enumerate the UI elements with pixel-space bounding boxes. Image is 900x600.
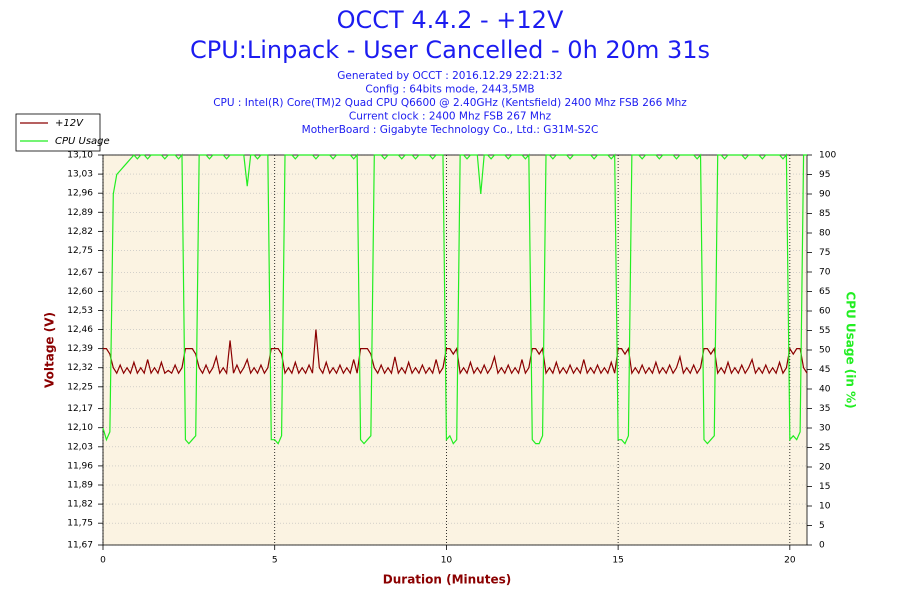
y-tick-label: 12,67 bbox=[67, 268, 93, 278]
y2-tick-label: 20 bbox=[819, 463, 831, 473]
y2-tick-label: 65 bbox=[819, 287, 830, 297]
series-line bbox=[103, 329, 808, 375]
info-line: Config : 64bits mode, 2443,5MB bbox=[365, 84, 534, 96]
y2-tick-label: 75 bbox=[819, 248, 830, 258]
y2-tick-label: 70 bbox=[819, 268, 831, 278]
y-tick-label: 12,17 bbox=[67, 404, 93, 414]
y-tick-label: 13,10 bbox=[67, 151, 93, 161]
y2-tick-label: 95 bbox=[819, 170, 830, 180]
y2-tick-label: 10 bbox=[819, 502, 831, 512]
y2-tick-label: 0 bbox=[819, 541, 825, 551]
y2-tick-label: 45 bbox=[819, 365, 830, 375]
y2-tick-label: 40 bbox=[819, 385, 831, 395]
series-line bbox=[102, 153, 807, 445]
y-tick-label: 12,53 bbox=[67, 306, 93, 316]
y2-tick-label: 5 bbox=[819, 521, 825, 531]
y2-tick-label: 30 bbox=[819, 424, 831, 434]
y-tick-label: 12,96 bbox=[67, 189, 93, 199]
y2-tick-label: 55 bbox=[819, 326, 830, 336]
info-line: Generated by OCCT : 2016.12.29 22:21:32 bbox=[337, 70, 562, 82]
y-tick-label: 11,96 bbox=[67, 461, 93, 471]
y-tick-label: 11,67 bbox=[67, 541, 93, 551]
legend-label: +12V bbox=[55, 118, 84, 129]
plot-frame bbox=[102, 154, 808, 546]
info-line: Current clock : 2400 Mhz FSB 267 Mhz bbox=[349, 111, 552, 123]
info-line: CPU : Intel(R) Core(TM)2 Quad CPU Q6600 … bbox=[213, 97, 687, 109]
y-tick-label: 12,60 bbox=[67, 287, 93, 297]
y2-tick-label: 50 bbox=[819, 346, 831, 356]
y2-axis-label: CPU Usage (in %) bbox=[844, 291, 858, 408]
y-tick-label: 11,89 bbox=[67, 481, 93, 491]
y2-tick-label: 15 bbox=[819, 482, 830, 492]
legend-label: CPU Usage bbox=[55, 136, 110, 147]
x-tick-label: 15 bbox=[612, 556, 623, 566]
chart-subtitle: CPU:Linpack - User Cancelled - 0h 20m 31… bbox=[190, 36, 710, 64]
plot-area bbox=[103, 155, 807, 545]
y-tick-label: 12,32 bbox=[67, 363, 93, 373]
y-tick-label: 11,75 bbox=[67, 519, 93, 529]
info-line: MotherBoard : Gigabyte Technology Co., L… bbox=[302, 124, 599, 136]
chart-title: OCCT 4.4.2 - +12V bbox=[337, 6, 564, 34]
y-tick-label: 12,75 bbox=[67, 246, 93, 256]
y-axis-label: Voltage (V) bbox=[43, 312, 57, 388]
y2-tick-label: 25 bbox=[819, 443, 830, 453]
y-tick-label: 12,82 bbox=[67, 227, 93, 237]
y-tick-label: 12,89 bbox=[67, 208, 93, 218]
y-tick-label: 11,82 bbox=[67, 500, 93, 510]
x-tick-label: 5 bbox=[272, 556, 278, 566]
y2-tick-label: 35 bbox=[819, 404, 830, 414]
x-tick-label: 0 bbox=[100, 556, 106, 566]
y-tick-label: 12,46 bbox=[67, 325, 93, 335]
x-tick-label: 20 bbox=[784, 556, 796, 566]
legend-box bbox=[15, 113, 101, 152]
y-tick-label: 12,39 bbox=[67, 344, 93, 354]
x-axis-label: Duration (Minutes) bbox=[383, 573, 511, 587]
y-tick-label: 12,25 bbox=[67, 382, 93, 392]
y2-tick-label: 85 bbox=[819, 209, 830, 219]
x-tick-label: 10 bbox=[441, 556, 453, 566]
y-tick-label: 13,03 bbox=[67, 170, 93, 180]
y2-tick-label: 60 bbox=[819, 307, 831, 317]
y2-tick-label: 100 bbox=[819, 151, 836, 161]
y-tick-label: 12,10 bbox=[67, 423, 93, 433]
y2-tick-label: 90 bbox=[819, 190, 831, 200]
y2-tick-label: 80 bbox=[819, 229, 831, 239]
y-tick-label: 12,03 bbox=[67, 442, 93, 452]
